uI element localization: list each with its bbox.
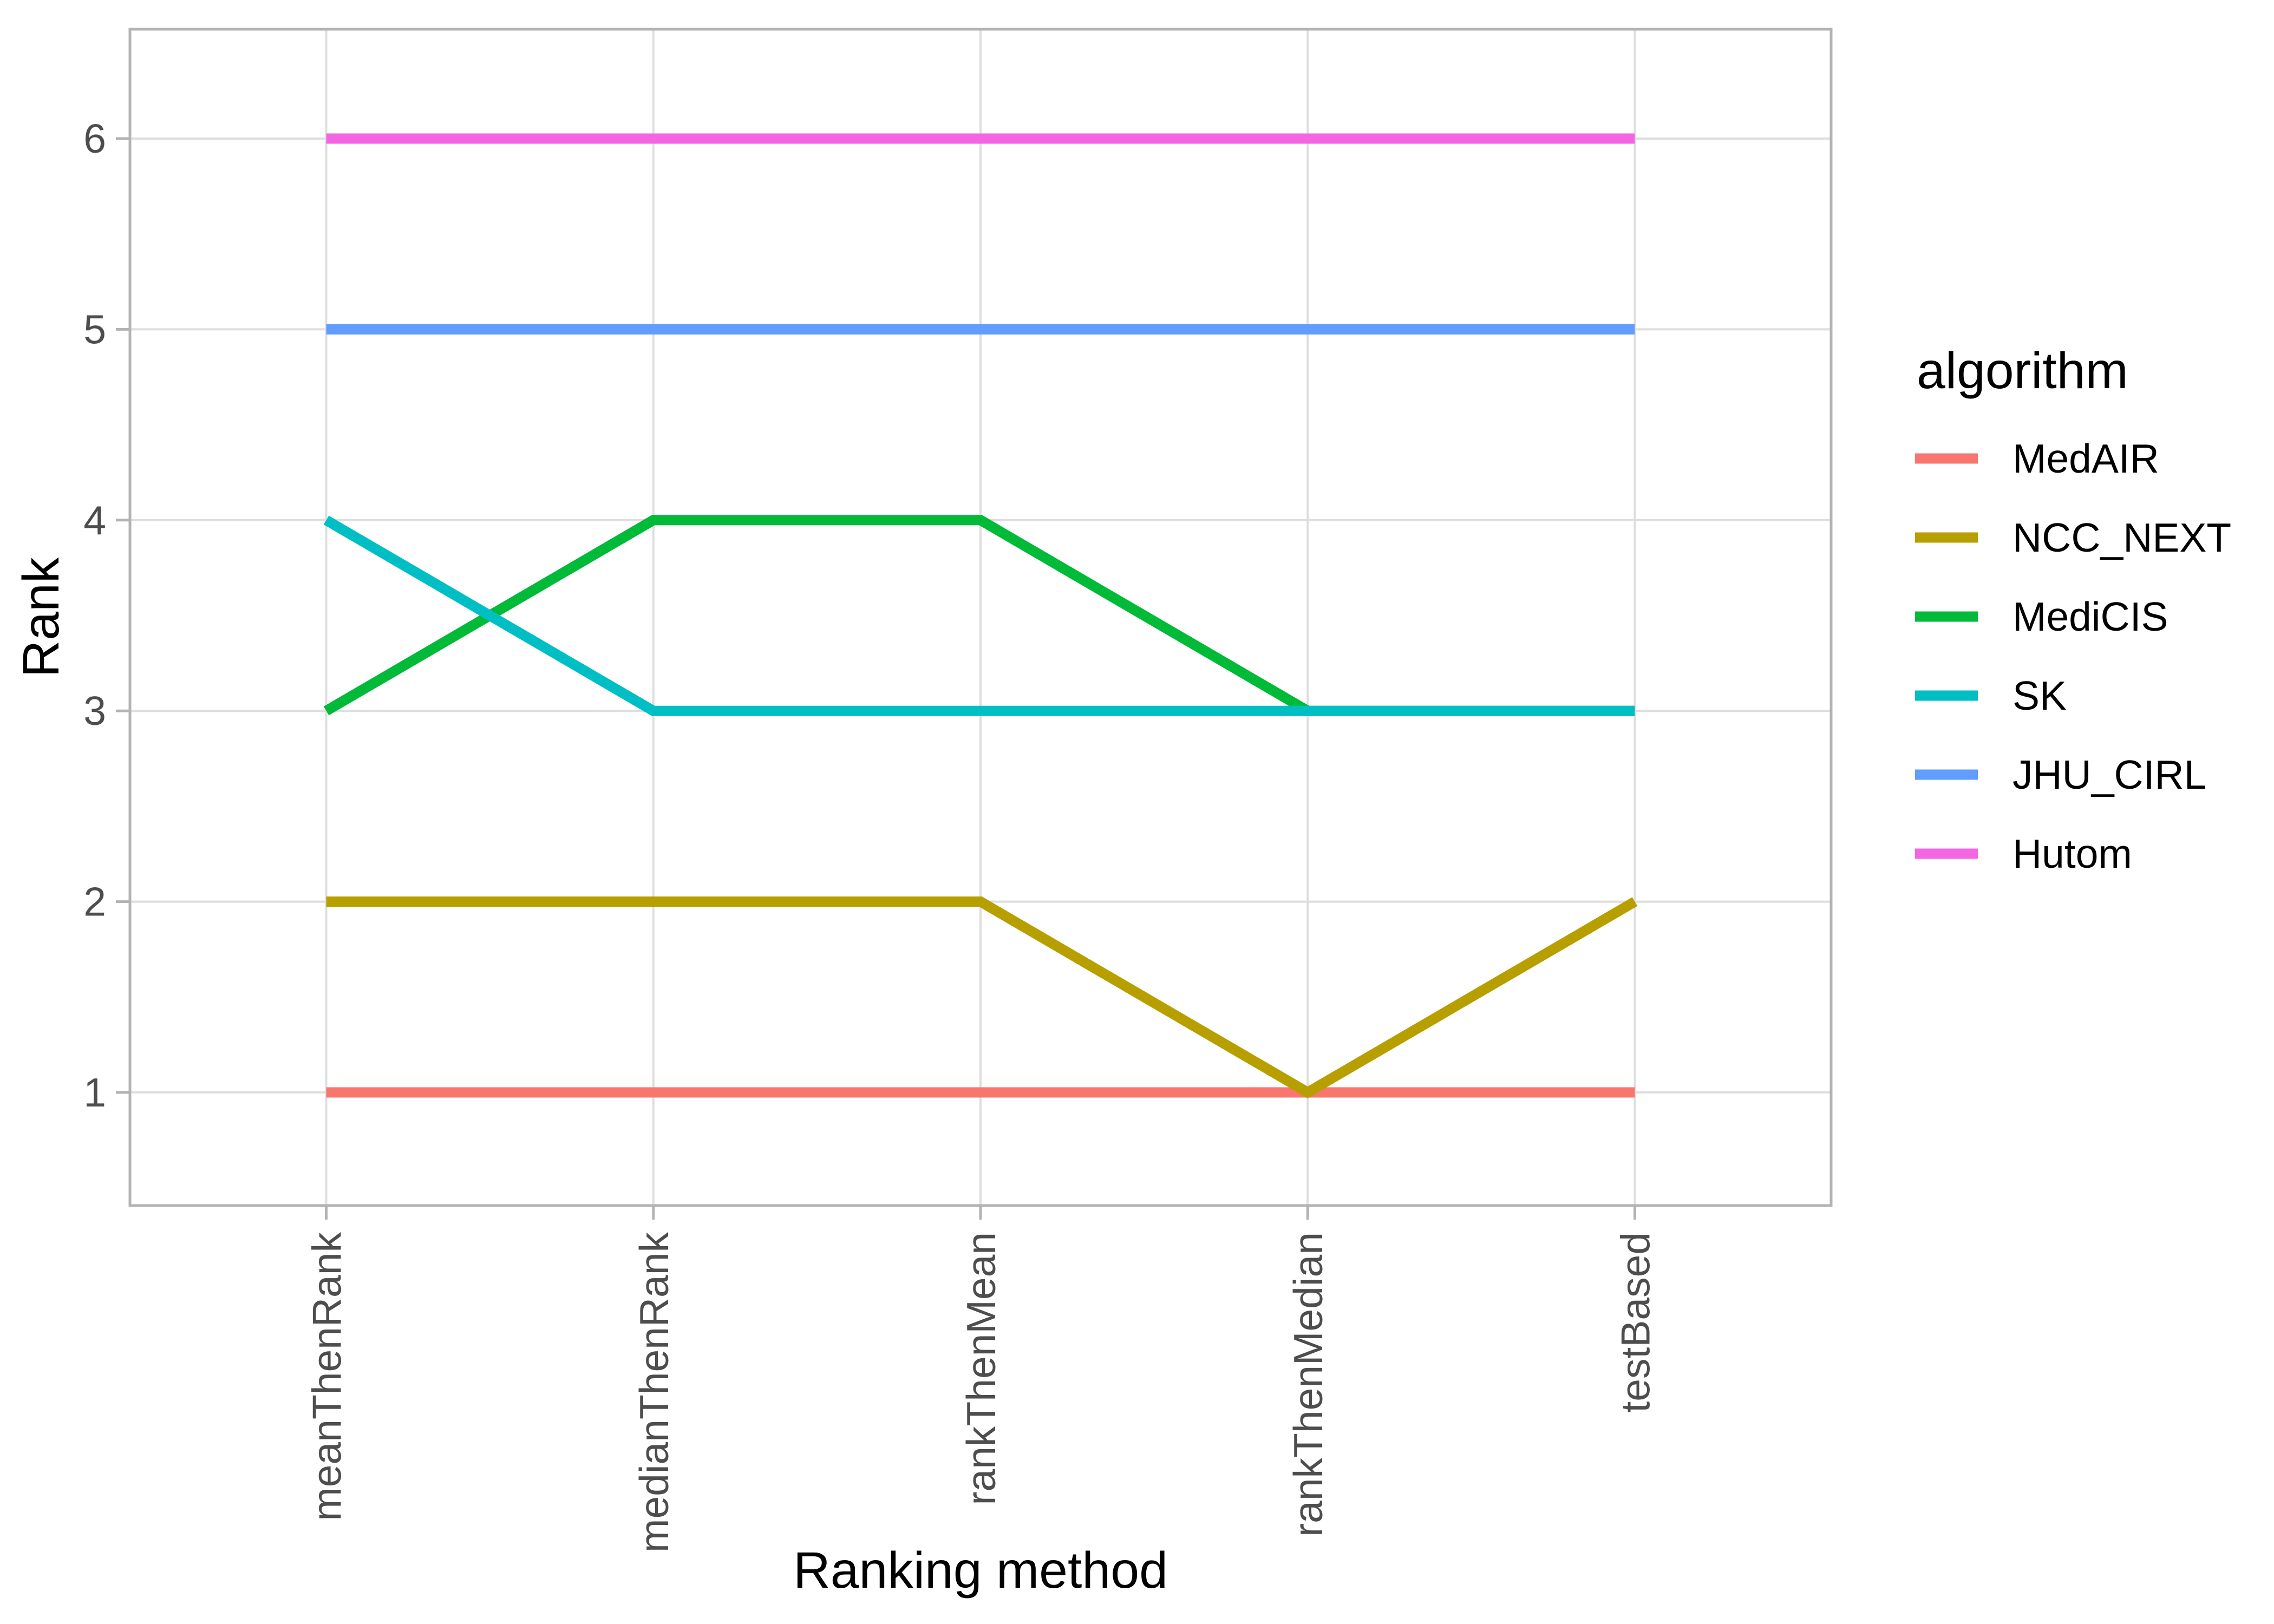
y-tick-label: 6	[83, 116, 106, 161]
x-tick-label: rankThenMedian	[1285, 1232, 1331, 1537]
axis-labels: 1 2 3 4 5 6 meanThenRank medianThenRank rankThen…	[83, 116, 1658, 1553]
x-tick-label: meanThenRank	[304, 1232, 350, 1521]
y-tick-label: 2	[83, 879, 106, 925]
legend-title: algorithm	[1917, 342, 2128, 400]
legend-label: NCC_NEXT	[2012, 515, 2231, 560]
y-tick-label: 3	[83, 688, 106, 734]
x-axis-title: Ranking method	[793, 1542, 1168, 1599]
y-tick-label: 1	[83, 1070, 106, 1115]
legend-label: Hutom	[2012, 831, 2132, 876]
y-tick-label: 5	[83, 306, 106, 352]
legend-label: MedAIR	[2012, 436, 2159, 481]
legend: algorithm MedAIR NCC_NEXT MediCIS SK JHU_CIRL…	[1915, 342, 2231, 876]
axis-ticks	[116, 137, 1636, 1220]
axis-titles: Ranking method Rank	[12, 557, 1168, 1599]
legend-item: NCC_NEXT	[1915, 515, 2231, 560]
series-line-NCC_NEXT	[326, 896, 1638, 1098]
legend-label: MediCIS	[2012, 594, 2168, 639]
vertical-gridlines	[325, 29, 1636, 1206]
legend-label: JHU_CIRL	[2012, 752, 2206, 797]
x-tick-label: rankThenMean	[958, 1232, 1004, 1505]
legend-item: SK	[1915, 673, 2067, 718]
legend-item: MedAIR	[1915, 436, 2159, 481]
legend-item: MediCIS	[1915, 594, 2168, 639]
series-line-SK	[323, 515, 1635, 716]
series-lines	[323, 133, 1638, 1098]
x-tick-label: medianThenRank	[631, 1232, 677, 1553]
x-tick-label: testBased	[1612, 1232, 1658, 1413]
legend-item: JHU_CIRL	[1915, 752, 2206, 797]
legend-item: Hutom	[1915, 831, 2132, 876]
legend-label: SK	[2012, 673, 2067, 718]
y-axis-title: Rank	[12, 557, 70, 677]
y-tick-label: 4	[83, 497, 106, 543]
